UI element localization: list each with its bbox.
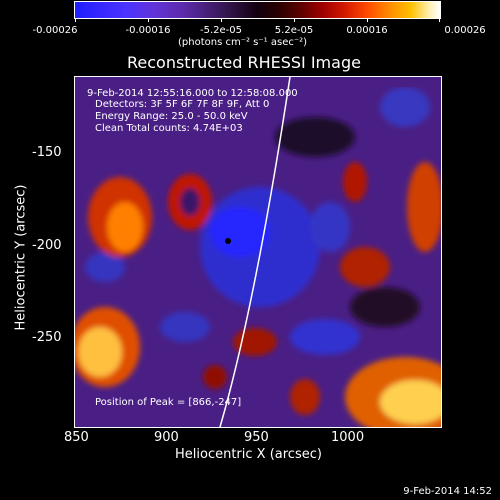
detectors-text: Detectors: 3F 5F 6F 7F 8F 9F, Att 0 [95, 99, 270, 110]
x-axis-label: Heliocentric X (arcsec) [175, 447, 322, 462]
y-tick-label: -200 [32, 238, 62, 253]
y-axis-label: Heliocentric Y (arcsec) [13, 184, 29, 331]
y-tick-label: -150 [32, 145, 62, 160]
colorbar-tick-label: 5.2e-05 [274, 25, 314, 36]
colorbar-tick [294, 18, 295, 22]
colorbar [74, 1, 441, 19]
image-title: Reconstructed RHESSI Image [127, 53, 361, 72]
energy-range-text: Energy Range: 25.0 - 50.0 keV [95, 111, 248, 122]
colorbar-tick-label: -0.00016 [125, 25, 171, 36]
colorbar-tick [221, 18, 222, 22]
x-tick-label: 850 [64, 430, 89, 445]
emission-map [75, 87, 441, 427]
rhessi-image [75, 77, 441, 427]
colorbar-tick-label: 0.00016 [346, 25, 388, 36]
y-tick-label: -250 [32, 330, 62, 345]
colorbar-tick [75, 18, 76, 22]
x-tick-label: 1000 [331, 430, 365, 445]
clean-counts-text: Clean Total counts: 4.74E+03 [95, 123, 243, 134]
colorbar-tick [148, 18, 149, 22]
timestamp: 9-Feb-2014 14:52 [403, 486, 492, 497]
image-plot: 9-Feb-2014 12:55:16.000 to 12:58:08.000 … [74, 76, 442, 428]
peak-marker [225, 238, 231, 244]
x-tick-label: 900 [154, 430, 179, 445]
colorbar-tick [367, 18, 368, 22]
colorbar-tick [439, 18, 440, 22]
time-range-text: 9-Feb-2014 12:55:16.000 to 12:58:08.000 [87, 88, 298, 99]
solar-limb-line [219, 77, 291, 427]
colorbar-tick-label: -0.00026 [32, 25, 78, 36]
colorbar-units: (photons cm⁻² s⁻¹ asec⁻²) [178, 37, 308, 48]
colorbar-tick-label: 0.00026 [444, 25, 486, 36]
peak-position-text: Position of Peak = [866,-247] [95, 397, 242, 408]
colorbar-tick-label: -5.2e-05 [200, 25, 242, 36]
x-tick-label: 950 [244, 430, 269, 445]
